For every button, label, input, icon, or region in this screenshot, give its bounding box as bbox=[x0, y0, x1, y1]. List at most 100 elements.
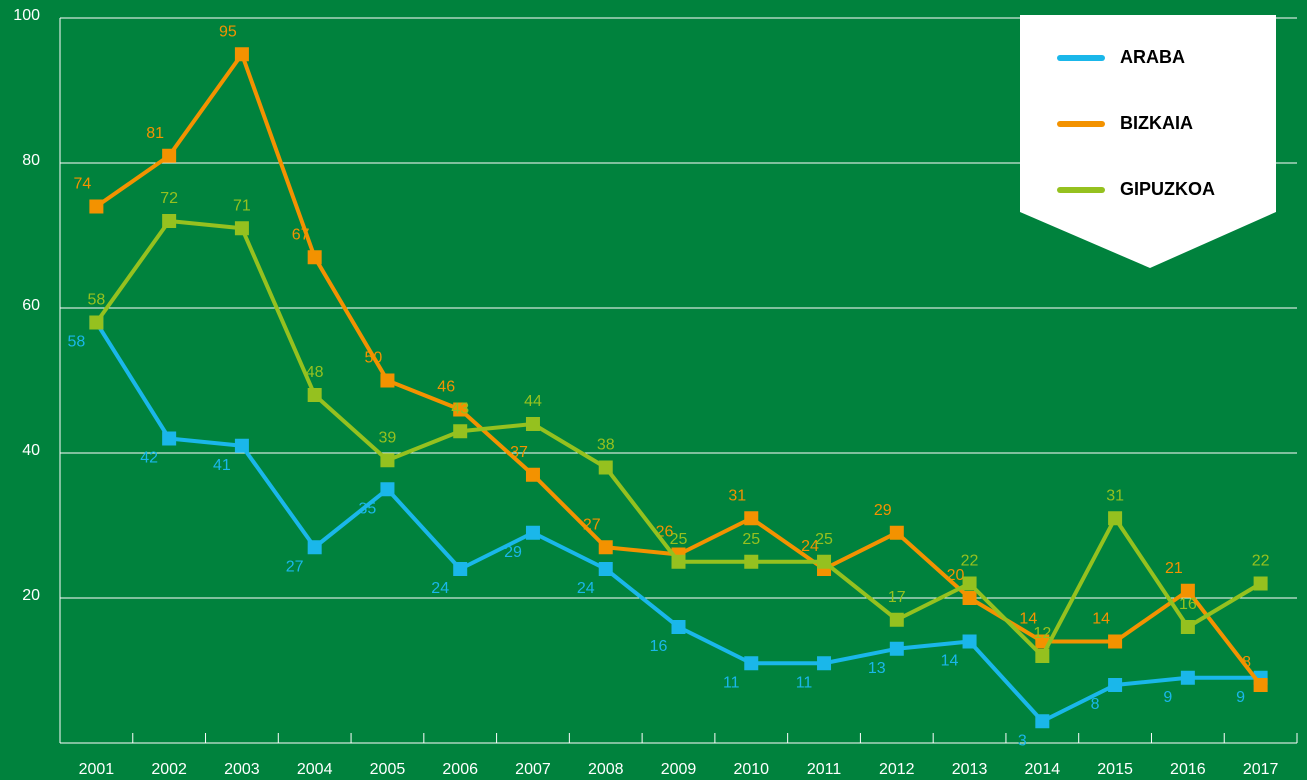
data-point bbox=[380, 482, 395, 497]
data-point bbox=[525, 525, 540, 540]
data-point bbox=[89, 315, 104, 330]
data-point bbox=[598, 562, 613, 576]
x-tick-label: 2004 bbox=[297, 761, 333, 778]
x-tick-label: 2007 bbox=[515, 761, 551, 778]
y-tick-label: 100 bbox=[13, 7, 40, 24]
data-label: 81 bbox=[146, 125, 164, 142]
x-tick-label: 2006 bbox=[442, 761, 478, 778]
data-point bbox=[89, 199, 104, 214]
data-point bbox=[1180, 583, 1195, 598]
data-point bbox=[598, 540, 613, 555]
data-label: 8 bbox=[1091, 696, 1100, 713]
x-tick-label: 2003 bbox=[224, 761, 260, 778]
y-tick-label: 40 bbox=[22, 442, 40, 459]
data-point bbox=[307, 540, 322, 555]
data-point bbox=[817, 554, 832, 569]
data-point bbox=[1180, 620, 1195, 634]
data-label: 14 bbox=[941, 653, 959, 670]
data-point bbox=[234, 438, 249, 453]
data-point bbox=[234, 221, 249, 236]
data-point bbox=[598, 460, 613, 475]
data-point bbox=[744, 656, 759, 671]
data-label: 21 bbox=[1165, 560, 1183, 577]
data-label: 27 bbox=[583, 516, 601, 533]
data-label: 24 bbox=[577, 580, 595, 597]
data-label: 3 bbox=[1018, 732, 1027, 749]
data-label: 24 bbox=[431, 580, 449, 597]
legend-label: BIZKAIA bbox=[1120, 113, 1193, 133]
x-tick-label: 2011 bbox=[807, 761, 842, 778]
data-point bbox=[162, 431, 177, 446]
data-label: 17 bbox=[888, 589, 906, 606]
data-point bbox=[889, 612, 904, 627]
data-point bbox=[162, 148, 177, 163]
data-label: 24 bbox=[801, 538, 819, 555]
data-point bbox=[525, 417, 540, 431]
data-label: 58 bbox=[67, 334, 85, 351]
data-label: 31 bbox=[728, 487, 746, 504]
data-point bbox=[817, 656, 832, 671]
data-label: 31 bbox=[1106, 487, 1124, 504]
data-label: 12 bbox=[1033, 625, 1051, 642]
data-label: 9 bbox=[1236, 689, 1245, 706]
data-label: 16 bbox=[1179, 596, 1197, 613]
data-label: 22 bbox=[961, 553, 979, 570]
series-line bbox=[94, 219, 1262, 658]
data-point bbox=[380, 453, 395, 468]
legend-label: ARABA bbox=[1120, 47, 1185, 67]
data-point bbox=[962, 634, 977, 649]
data-point bbox=[744, 554, 759, 569]
data-label: 25 bbox=[742, 531, 760, 548]
data-label: 50 bbox=[365, 350, 383, 367]
data-label: 95 bbox=[219, 23, 237, 40]
data-point bbox=[453, 424, 468, 439]
data-point bbox=[671, 620, 686, 634]
x-tick-label: 2017 bbox=[1243, 761, 1279, 778]
data-label: 13 bbox=[868, 660, 886, 677]
data-label: 9 bbox=[1163, 689, 1172, 706]
data-point bbox=[1108, 634, 1123, 649]
data-point bbox=[1108, 511, 1123, 526]
x-tick-label: 2013 bbox=[952, 761, 988, 778]
data-point bbox=[889, 525, 904, 540]
data-label: 25 bbox=[670, 531, 688, 548]
data-label: 35 bbox=[359, 500, 377, 517]
data-point bbox=[671, 554, 686, 569]
data-point bbox=[234, 47, 249, 62]
data-label: 11 bbox=[796, 674, 813, 691]
y-tick-label: 80 bbox=[22, 152, 40, 169]
data-label: 27 bbox=[286, 558, 304, 575]
x-tick-label: 2001 bbox=[79, 761, 115, 778]
data-label: 25 bbox=[815, 531, 833, 548]
legend-label: GIPUZKOA bbox=[1120, 179, 1215, 199]
data-label: 29 bbox=[874, 502, 892, 519]
data-label: 22 bbox=[1252, 553, 1270, 570]
x-tick-label: 2010 bbox=[733, 761, 769, 778]
data-point bbox=[962, 591, 977, 605]
series-line bbox=[94, 321, 1261, 724]
data-label: 44 bbox=[524, 393, 542, 410]
data-label: 37 bbox=[510, 444, 528, 461]
x-tick-label: 2008 bbox=[588, 761, 624, 778]
data-label: 39 bbox=[379, 429, 397, 446]
x-tick-label: 2015 bbox=[1097, 761, 1133, 778]
data-point bbox=[962, 576, 977, 591]
data-point bbox=[1180, 670, 1195, 685]
data-point bbox=[453, 402, 468, 417]
data-label: 38 bbox=[597, 437, 615, 454]
data-label: 43 bbox=[451, 400, 469, 417]
x-tick-label: 2016 bbox=[1170, 761, 1206, 778]
data-label: 14 bbox=[1019, 611, 1037, 628]
data-point bbox=[889, 641, 904, 656]
data-point bbox=[744, 511, 759, 526]
data-point bbox=[1253, 576, 1268, 591]
data-label: 8 bbox=[1242, 654, 1251, 671]
data-point bbox=[525, 467, 540, 482]
data-label: 16 bbox=[650, 638, 668, 655]
data-point bbox=[453, 562, 468, 576]
data-point bbox=[380, 373, 395, 388]
data-label: 11 bbox=[723, 674, 740, 691]
data-label: 67 bbox=[292, 226, 310, 243]
x-tick-label: 2012 bbox=[879, 761, 915, 778]
